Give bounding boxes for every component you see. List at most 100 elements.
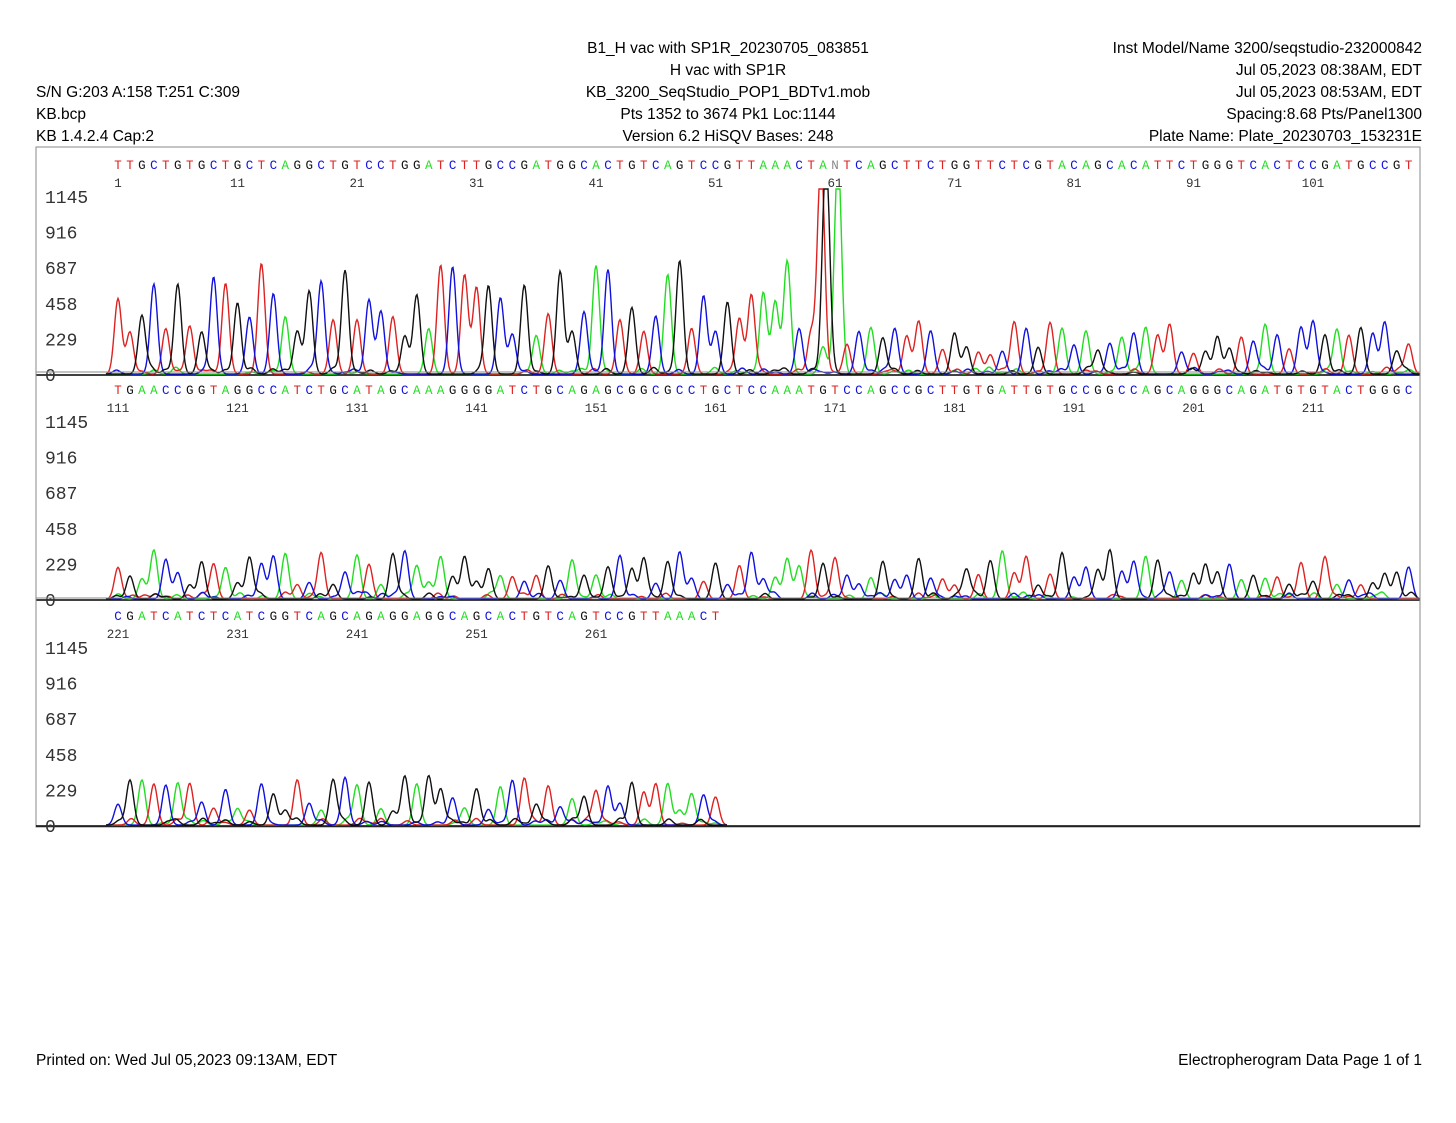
base-call: C — [485, 610, 493, 624]
trace-A — [106, 188, 1421, 375]
base-call: C — [1070, 159, 1078, 173]
base-call: G — [282, 610, 290, 624]
base-call: C — [855, 159, 863, 173]
base-call: G — [628, 610, 636, 624]
base-call: G — [329, 384, 337, 398]
panel-frame — [35, 597, 1421, 828]
base-call: T — [544, 159, 552, 173]
base-call: G — [724, 159, 732, 173]
base-call: A — [771, 159, 779, 173]
header-sn-line: S/N G:203 A:158 T:251 C:309 — [36, 84, 240, 101]
base-call: T — [939, 159, 947, 173]
base-call: G — [1094, 384, 1102, 398]
y-tick-label: 458 — [45, 747, 77, 767]
base-call: G — [186, 384, 194, 398]
base-call: A — [497, 384, 505, 398]
y-tick-label: 229 — [45, 782, 77, 802]
base-call: G — [389, 610, 397, 624]
base-call: C — [305, 610, 313, 624]
base-call: T — [1321, 384, 1329, 398]
base-call: A — [819, 159, 827, 173]
base-call: C — [891, 384, 899, 398]
base-call: G — [1214, 384, 1222, 398]
spacing-info: Spacing:8.68 Pts/Panel1300 — [1226, 106, 1422, 123]
base-call: T — [437, 159, 445, 173]
base-call: A — [461, 610, 469, 624]
base-call: G — [126, 384, 134, 398]
base-call: G — [915, 384, 923, 398]
base-call: C — [724, 384, 732, 398]
base-call: T — [939, 384, 947, 398]
base-call: C — [700, 610, 708, 624]
base-call: A — [222, 384, 230, 398]
base-call: T — [748, 159, 756, 173]
base-call: A — [1142, 159, 1150, 173]
base-call: C — [150, 159, 158, 173]
base-call: A — [234, 610, 242, 624]
base-call: C — [270, 384, 278, 398]
base-call: G — [425, 610, 433, 624]
base-position-label: 171 — [824, 402, 847, 416]
base-call: T — [640, 159, 648, 173]
base-call: A — [1238, 384, 1246, 398]
base-call: G — [401, 159, 409, 173]
base-call: G — [389, 384, 397, 398]
base-call: T — [389, 159, 397, 173]
base-call: T — [987, 159, 995, 173]
base-call: G — [580, 610, 588, 624]
trace-G — [106, 774, 727, 826]
base-call: G — [413, 159, 421, 173]
base-position-label: 1 — [114, 177, 122, 191]
base-call: A — [413, 384, 421, 398]
base-call: T — [1297, 384, 1305, 398]
base-call: C — [712, 159, 720, 173]
base-call: G — [1226, 159, 1234, 173]
base-call: C — [652, 159, 660, 173]
base-call: C — [305, 384, 313, 398]
base-call: A — [377, 384, 385, 398]
base-position-label: 251 — [465, 628, 488, 642]
base-call: T — [461, 159, 469, 173]
base-call: G — [1190, 384, 1198, 398]
header-center: B1_H vac with SP1R_20230705_083851 H vac… — [586, 38, 870, 148]
base-call: C — [509, 610, 517, 624]
instrument-model: Inst Model/Name 3200/seqstudio-232000842 — [1112, 40, 1422, 57]
base-call: C — [1297, 159, 1305, 173]
y-tick-label: 1145 — [45, 640, 88, 660]
base-call: T — [1345, 159, 1353, 173]
base-position-label: 81 — [1066, 177, 1081, 191]
base-position-label: 131 — [346, 402, 369, 416]
base-call: A — [664, 159, 672, 173]
base-call: C — [258, 384, 266, 398]
base-call: C — [855, 384, 863, 398]
base-call: G — [485, 159, 493, 173]
trace-T — [105, 188, 1421, 375]
base-call: C — [903, 384, 911, 398]
base-call: A — [1261, 384, 1269, 398]
base-call: G — [664, 384, 672, 398]
base-call: A — [353, 384, 361, 398]
base-call: A — [592, 159, 600, 173]
sample-file-name: B1_H vac with SP1R_20230705_083851 — [587, 40, 869, 57]
base-call: G — [1321, 159, 1329, 173]
base-call: A — [783, 384, 791, 398]
base-call: T — [1238, 159, 1246, 173]
base-call: G — [532, 610, 540, 624]
base-call: T — [1046, 159, 1054, 173]
base-call: G — [485, 384, 493, 398]
base-position-label: 231 — [226, 628, 249, 642]
base-call: A — [592, 384, 600, 398]
y-tick-label: 458 — [45, 521, 77, 541]
base-call: G — [1202, 159, 1210, 173]
base-call: T — [246, 610, 254, 624]
base-call: A — [413, 610, 421, 624]
base-call: T — [1357, 384, 1365, 398]
base-call: A — [150, 384, 158, 398]
base-call: C — [1022, 159, 1030, 173]
header-right: Inst Model/Name 3200/seqstudio-232000842… — [1113, 38, 1422, 148]
base-call: G — [819, 384, 827, 398]
base-call: A — [1261, 159, 1269, 173]
base-call: C — [760, 384, 768, 398]
base-call: T — [114, 159, 122, 173]
